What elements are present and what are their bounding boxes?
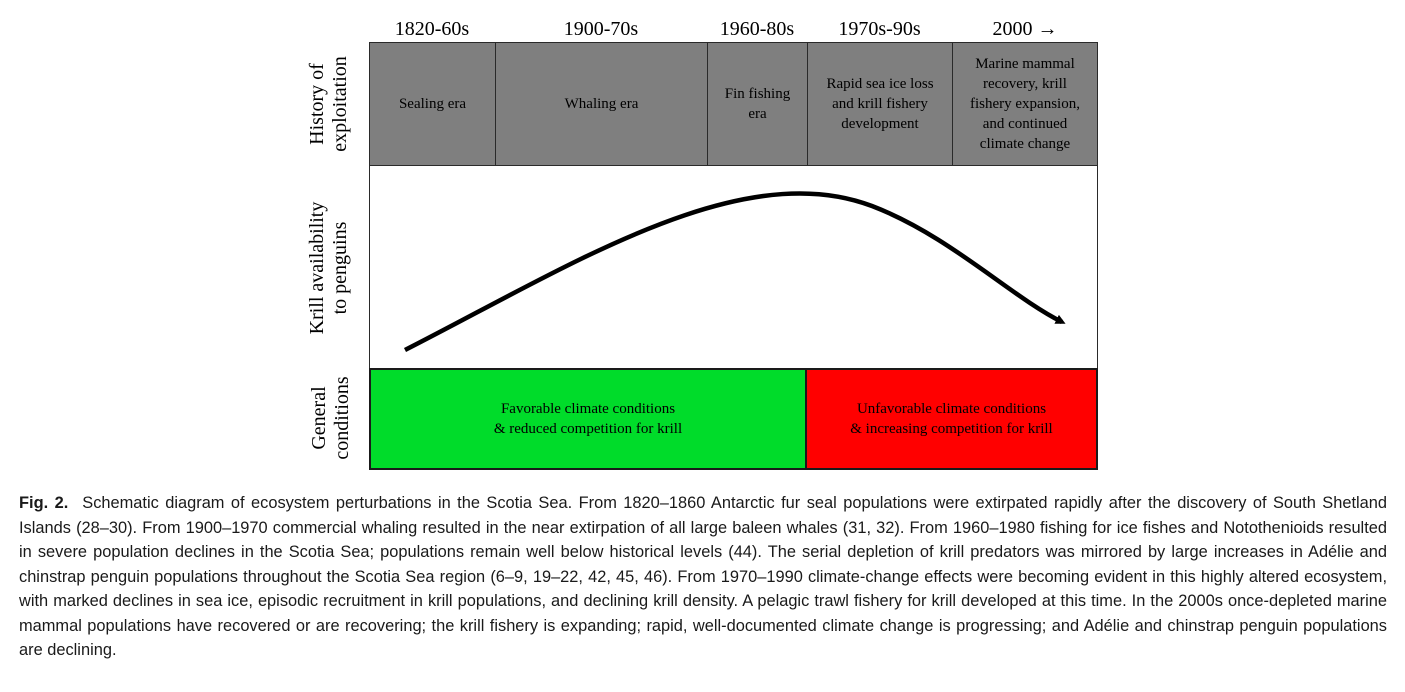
figure-caption: Fig. 2. Schematic diagram of ecosystem pe…	[19, 491, 1387, 663]
era-box-marine-mammal-recovery: Marine mammal recovery, krill fishery expa…	[952, 42, 1098, 166]
era-text: development	[841, 116, 919, 132]
period-label: 1900-70s	[563, 18, 639, 40]
era-text: and continued	[982, 116, 1068, 132]
era-text: and krill fishery	[832, 96, 928, 112]
period-label: 1970s-90s	[838, 18, 921, 40]
period-label: 1820-60s	[394, 18, 470, 40]
condition-text: Unfavorable climate conditions	[856, 401, 1047, 417]
era-text: era	[748, 106, 767, 122]
ecosystem-diagram: 1820-60s 1900-70s 1960-80s 1970s-90s 200…	[306, 18, 1098, 470]
condition-text: & reduced competition for krill	[493, 421, 683, 437]
era-box-sea-ice-loss: Rapid sea ice loss and krill fishery devel…	[807, 42, 953, 166]
era-text: Marine mammal	[975, 56, 1075, 72]
row-label-line: General	[308, 386, 330, 450]
row-label-line: History of	[306, 63, 328, 145]
favorable-conditions-box: Favorable climate conditions & reduced co…	[369, 368, 807, 470]
era-text: fishery expansion,	[970, 96, 1080, 112]
krill-availability-curve	[403, 191, 1066, 353]
era-text: Rapid sea ice loss	[826, 76, 934, 92]
row-label-line: to penguins	[329, 221, 351, 315]
era-box-whaling: Whaling era	[495, 42, 708, 166]
era-box-fin-fishing: Fin fishing era	[707, 42, 808, 166]
caption-text: Schematic diagram of ecosystem perturbat…	[19, 494, 1387, 659]
era-box-sealing: Sealing era	[369, 42, 496, 166]
era-text: Fin fishing	[724, 86, 791, 102]
krill-availability-panel	[369, 166, 1098, 368]
condition-text: Favorable climate conditions	[500, 401, 676, 417]
period-label: 2000 →	[992, 18, 1058, 40]
row-label-line: conditions	[331, 376, 353, 460]
era-text: climate change	[979, 136, 1071, 152]
figure-label: Fig. 2.	[19, 494, 69, 512]
krill-curve-plot	[403, 191, 1066, 353]
unfavorable-conditions-box: Unfavorable climate conditions & increasi…	[805, 368, 1098, 470]
era-text: recovery, krill	[982, 76, 1067, 92]
row-label-line: Krill availability	[306, 201, 328, 335]
condition-text: & increasing competition for krill	[850, 421, 1053, 437]
row-label-line: exploitation	[329, 56, 351, 152]
period-label: 1960-80s	[719, 18, 795, 40]
era-text: Sealing era	[398, 96, 467, 112]
era-text: Whaling era	[564, 96, 639, 112]
